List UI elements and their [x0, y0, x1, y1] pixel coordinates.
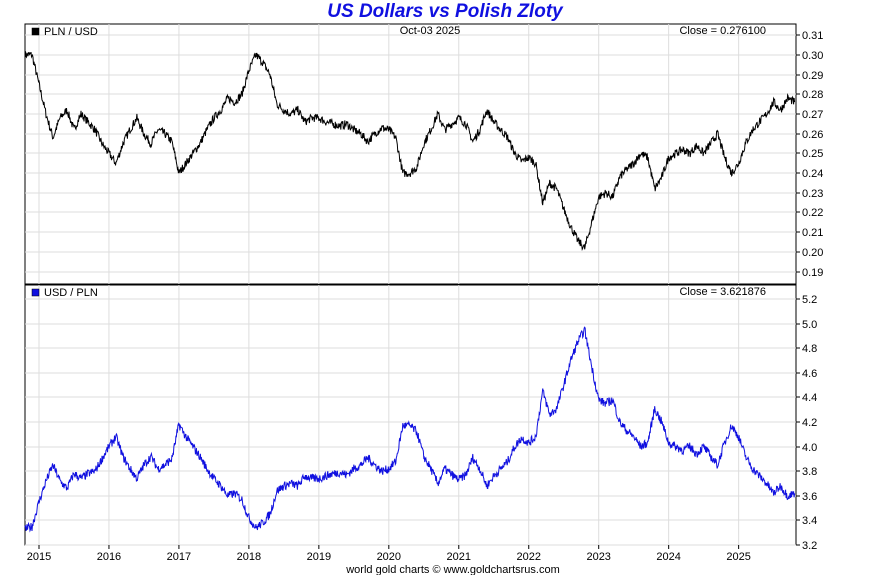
series-line-1 — [24, 51, 796, 252]
y-tick-label: 0.25 — [802, 148, 823, 160]
y-tick-label: 0.20 — [802, 247, 823, 259]
y-tick-label: 0.23 — [802, 188, 823, 200]
y-tick-label: 5.0 — [802, 319, 817, 331]
y-tick-label: 0.21 — [802, 227, 823, 239]
panel-frame-2 — [24, 284, 797, 546]
y-tick-label: 0.22 — [802, 207, 823, 219]
y-tick-label: 0.27 — [802, 109, 823, 121]
y-tick-label: 5.2 — [802, 294, 817, 306]
footer-credit: world gold charts © www.goldchartsrus.co… — [345, 564, 560, 575]
y-tick-label: 0.28 — [802, 89, 823, 101]
date-label: Oct-03 2025 — [400, 25, 461, 37]
y-tick-label: 0.24 — [802, 168, 823, 180]
y-tick-label: 4.2 — [802, 417, 817, 429]
y-tick-label: 3.4 — [802, 515, 817, 527]
x-tick-label: 2023 — [586, 551, 610, 563]
y-tick-label: 0.29 — [802, 70, 823, 82]
x-tick-label: 2021 — [447, 551, 471, 563]
y-tick-label: 4.8 — [802, 343, 817, 355]
panel-frame-1 — [24, 23, 797, 285]
y-tick-label: 3.2 — [802, 540, 817, 552]
series-name-1: PLN / USD — [44, 26, 98, 38]
x-tick-label: 2019 — [307, 551, 331, 563]
legend-marker — [31, 288, 40, 297]
close-label-1: Close = 0.276100 — [679, 25, 766, 37]
y-tick-label: 0.19 — [802, 267, 823, 279]
series-line-2 — [24, 326, 796, 533]
x-tick-label: 2024 — [656, 551, 680, 563]
y-tick-label: 3.8 — [802, 466, 817, 478]
x-tick-label: 2016 — [97, 551, 121, 563]
x-tick-label: 2018 — [237, 551, 261, 563]
y-tick-label: 4.0 — [802, 442, 817, 454]
y-tick-label: 0.26 — [802, 129, 823, 141]
x-tick-label: 2020 — [377, 551, 401, 563]
y-tick-label: 0.30 — [802, 50, 823, 62]
chart-title: US Dollars vs Polish Zloty — [327, 1, 563, 22]
close-label-2: Close = 3.621876 — [679, 286, 766, 298]
legend-marker — [31, 27, 40, 36]
x-tick-label: 2022 — [516, 551, 540, 563]
x-tick-label: 2017 — [167, 551, 191, 563]
x-tick-label: 2025 — [726, 551, 750, 563]
y-tick-label: 4.4 — [802, 392, 817, 404]
x-tick-label: 2015 — [27, 551, 51, 563]
y-tick-label: 4.6 — [802, 368, 817, 380]
y-tick-label: 0.31 — [802, 30, 823, 42]
series-name-2: USD / PLN — [44, 287, 98, 299]
y-tick-label: 3.6 — [802, 491, 817, 503]
